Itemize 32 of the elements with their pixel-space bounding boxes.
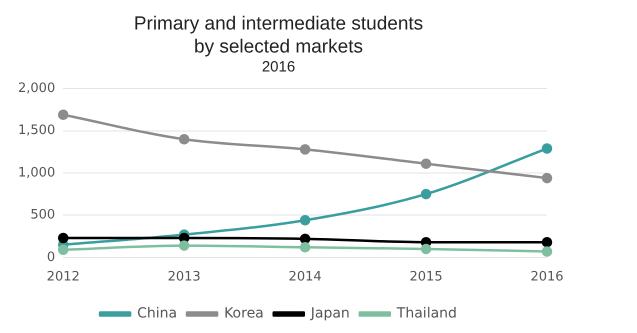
x-tick-label: 2016 [530, 270, 564, 285]
chart-title: Primary and intermediate students by selected markets [134, 14, 424, 58]
point [300, 234, 310, 244]
x-tick-label: 2014 [288, 270, 322, 285]
point [300, 242, 310, 253]
x-tick-label: 2015 [410, 270, 443, 285]
legend-label: Korea [224, 306, 264, 322]
point [58, 110, 68, 120]
point [178, 240, 190, 251]
point [420, 244, 432, 254]
point [58, 232, 68, 244]
chart-subtitle: 2016 [262, 58, 296, 76]
point [420, 158, 432, 169]
y-tick-label: 2,000 [18, 80, 56, 96]
point [58, 244, 68, 256]
legend-label: Thailand [396, 306, 457, 322]
point [542, 143, 552, 154]
legend-label: Japan [310, 306, 350, 322]
y-tick-label: 1,500 [18, 123, 56, 138]
y-tick-label: 0 [46, 250, 56, 265]
point [420, 188, 432, 200]
point [300, 144, 310, 155]
point [178, 134, 190, 144]
point [542, 236, 552, 248]
point [542, 172, 552, 184]
legend-label: China [137, 306, 178, 322]
x-tick-label: 2013 [168, 270, 201, 285]
point [300, 215, 310, 226]
point [542, 246, 552, 257]
y-tick-label: 500 [30, 208, 56, 223]
x-tick-label: 2012 [46, 270, 80, 285]
y-tick-label: 1,000 [18, 165, 56, 180]
